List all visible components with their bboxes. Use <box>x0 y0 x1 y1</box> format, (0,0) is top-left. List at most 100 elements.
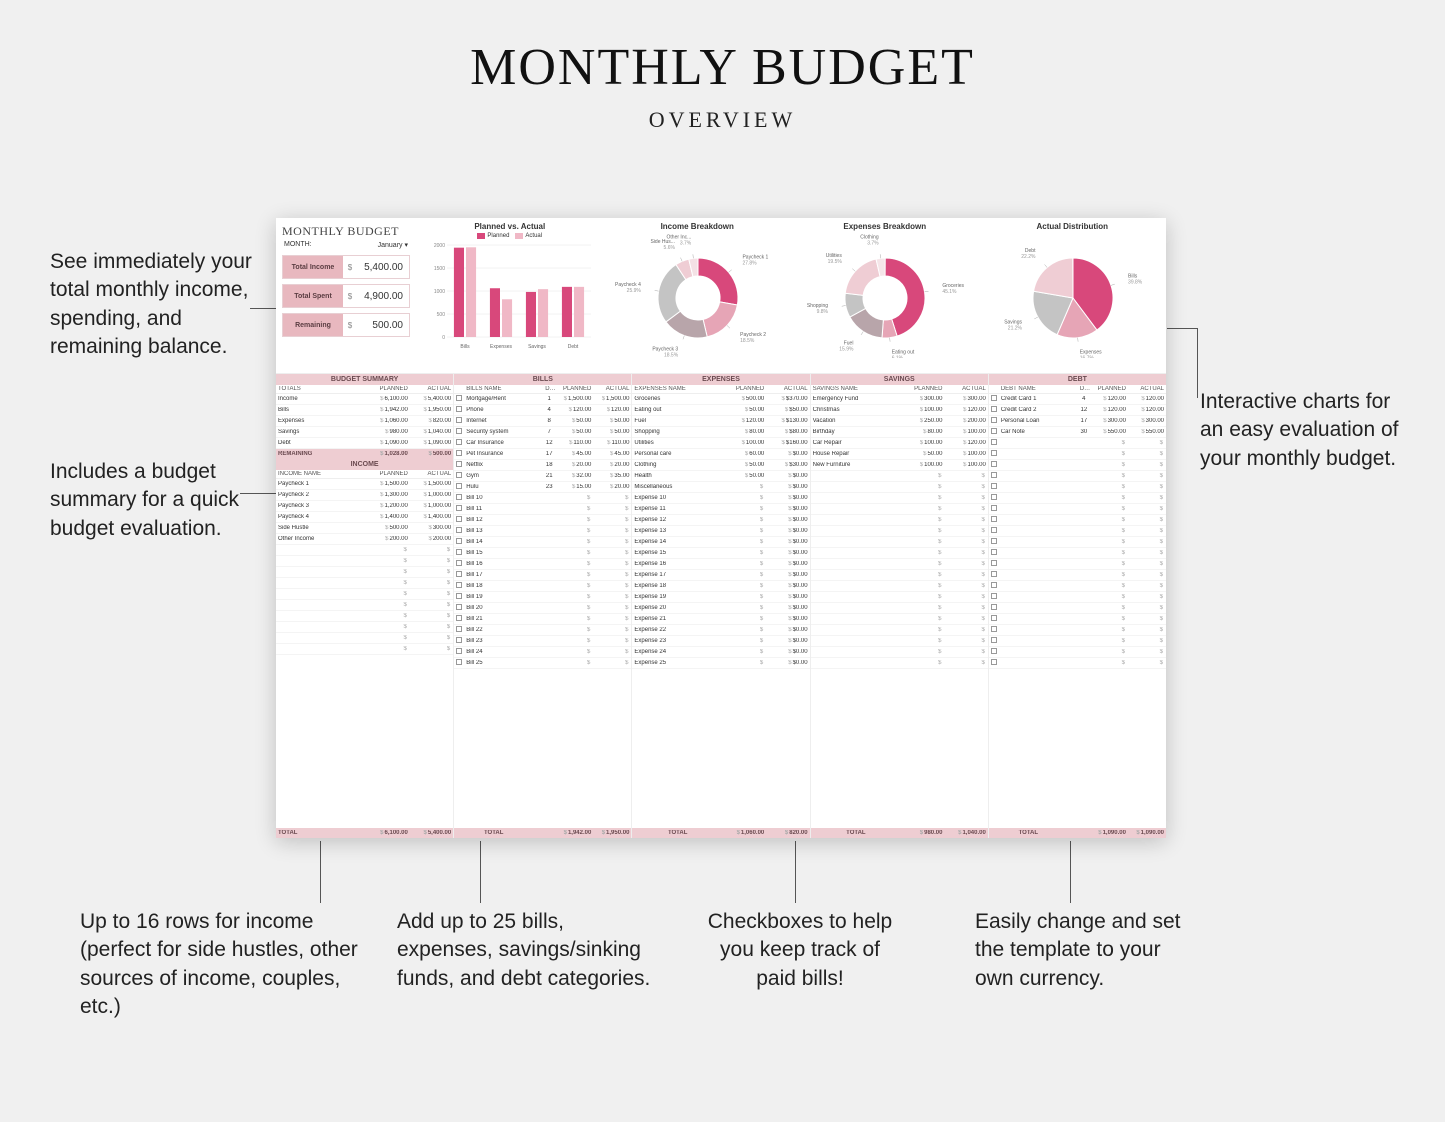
table-row[interactable]: $$ <box>989 581 1166 592</box>
paid-checkbox[interactable] <box>456 483 462 489</box>
table-row[interactable]: $$ <box>989 614 1166 625</box>
summary-row[interactable]: Income$6,100.00$5,400.00 <box>276 394 453 405</box>
paid-checkbox[interactable] <box>991 439 997 445</box>
table-row[interactable]: $$ <box>811 537 988 548</box>
paid-checkbox[interactable] <box>456 439 462 445</box>
table-row[interactable]: Groceries$500.00$$370.00 <box>632 394 809 405</box>
paid-checkbox[interactable] <box>456 417 462 423</box>
table-row[interactable]: Hulu23$15.00$20.00 <box>454 482 631 493</box>
month-dropdown[interactable]: January ▾ <box>378 241 408 249</box>
table-row[interactable]: $$ <box>989 438 1166 449</box>
table-row[interactable]: Miscellaneous$$$0.00 <box>632 482 809 493</box>
paid-checkbox[interactable] <box>456 538 462 544</box>
paid-checkbox[interactable] <box>991 516 997 522</box>
paid-checkbox[interactable] <box>991 395 997 401</box>
income-row[interactable]: Paycheck 3$1,200.00$1,000.00 <box>276 501 453 512</box>
table-row[interactable]: Expense 14$$$0.00 <box>632 537 809 548</box>
table-row[interactable]: Birthday$80.00$100.00 <box>811 427 988 438</box>
table-row[interactable]: Expense 17$$$0.00 <box>632 570 809 581</box>
paid-checkbox[interactable] <box>991 582 997 588</box>
table-row[interactable]: $$ <box>989 603 1166 614</box>
table-row[interactable]: Expense 19$$$0.00 <box>632 592 809 603</box>
chart-expenses-breakdown[interactable]: Expenses Breakdown Groceries45.1%Eating … <box>791 218 979 373</box>
table-row[interactable]: Bill 22$$ <box>454 625 631 636</box>
table-row[interactable]: Mortgage/Rent1$1,500.00$1,500.00 <box>454 394 631 405</box>
table-row[interactable]: Expense 10$$$0.00 <box>632 493 809 504</box>
paid-checkbox[interactable] <box>991 549 997 555</box>
income-row[interactable]: $$ <box>276 589 453 600</box>
table-row[interactable]: Bill 20$$ <box>454 603 631 614</box>
summary-row[interactable]: Expenses$1,060.00$820.00 <box>276 416 453 427</box>
table-row[interactable]: Expense 12$$$0.00 <box>632 515 809 526</box>
table-row[interactable]: Netflix18$20.00$20.00 <box>454 460 631 471</box>
table-row[interactable]: Expense 16$$$0.00 <box>632 559 809 570</box>
table-row[interactable]: Health$50.00$$0.00 <box>632 471 809 482</box>
table-row[interactable]: $$ <box>811 548 988 559</box>
summary-row[interactable]: Savings$980.00$1,040.00 <box>276 427 453 438</box>
paid-checkbox[interactable] <box>456 461 462 467</box>
paid-checkbox[interactable] <box>991 560 997 566</box>
income-row[interactable]: $$ <box>276 556 453 567</box>
table-row[interactable]: $$ <box>989 658 1166 669</box>
table-row[interactable]: Expense 21$$$0.00 <box>632 614 809 625</box>
table-row[interactable]: Car Note30$550.00$550.00 <box>989 427 1166 438</box>
table-row[interactable]: $$ <box>811 559 988 570</box>
paid-checkbox[interactable] <box>456 637 462 643</box>
table-row[interactable]: $$ <box>811 493 988 504</box>
paid-checkbox[interactable] <box>991 527 997 533</box>
paid-checkbox[interactable] <box>456 516 462 522</box>
table-row[interactable]: $$ <box>989 515 1166 526</box>
table-row[interactable]: $$ <box>989 559 1166 570</box>
paid-checkbox[interactable] <box>456 560 462 566</box>
paid-checkbox[interactable] <box>991 494 997 500</box>
paid-checkbox[interactable] <box>991 659 997 665</box>
table-row[interactable]: Car Insurance12$110.00$110.00 <box>454 438 631 449</box>
income-row[interactable]: $$ <box>276 622 453 633</box>
summary-row[interactable]: Debt$1,090.00$1,090.00 <box>276 438 453 449</box>
paid-checkbox[interactable] <box>991 593 997 599</box>
table-row[interactable]: Expense 22$$$0.00 <box>632 625 809 636</box>
income-row[interactable]: $$ <box>276 567 453 578</box>
paid-checkbox[interactable] <box>991 450 997 456</box>
table-row[interactable]: Internet8$50.00$50.00 <box>454 416 631 427</box>
paid-checkbox[interactable] <box>991 483 997 489</box>
table-row[interactable]: $$ <box>811 603 988 614</box>
paid-checkbox[interactable] <box>456 494 462 500</box>
table-row[interactable]: $$ <box>989 570 1166 581</box>
table-row[interactable]: $$ <box>811 636 988 647</box>
paid-checkbox[interactable] <box>991 417 997 423</box>
table-row[interactable]: Bill 24$$ <box>454 647 631 658</box>
table-row[interactable]: Expense 24$$$0.00 <box>632 647 809 658</box>
income-row[interactable]: $$ <box>276 644 453 655</box>
table-row[interactable]: $$ <box>989 493 1166 504</box>
chart-planned-vs-actual[interactable]: Planned vs. Actual PlannedActual 2000150… <box>416 218 604 373</box>
income-row[interactable]: $$ <box>276 633 453 644</box>
table-row[interactable]: $$ <box>989 482 1166 493</box>
table-row[interactable]: $$ <box>989 471 1166 482</box>
paid-checkbox[interactable] <box>456 395 462 401</box>
table-row[interactable]: Security system7$50.00$50.00 <box>454 427 631 438</box>
table-row[interactable]: $$ <box>811 504 988 515</box>
paid-checkbox[interactable] <box>991 571 997 577</box>
table-row[interactable]: Personal care$60.00$$0.00 <box>632 449 809 460</box>
table-row[interactable]: $$ <box>989 504 1166 515</box>
table-row[interactable]: Christmas$100.00$120.00 <box>811 405 988 416</box>
table-row[interactable]: Expense 18$$$0.00 <box>632 581 809 592</box>
chart-income-breakdown[interactable]: Income Breakdown Paycheck 127.8%Paycheck… <box>604 218 792 373</box>
paid-checkbox[interactable] <box>456 472 462 478</box>
table-row[interactable]: Bill 16$$ <box>454 559 631 570</box>
paid-checkbox[interactable] <box>456 593 462 599</box>
paid-checkbox[interactable] <box>991 406 997 412</box>
income-row[interactable]: Paycheck 1$1,500.00$1,500.00 <box>276 479 453 490</box>
income-row[interactable]: Paycheck 4$1,400.00$1,400.00 <box>276 512 453 523</box>
table-row[interactable]: House Repair$50.00$100.00 <box>811 449 988 460</box>
table-row[interactable]: $$ <box>989 625 1166 636</box>
table-row[interactable]: Bill 12$$ <box>454 515 631 526</box>
table-row[interactable]: Bill 18$$ <box>454 581 631 592</box>
income-row[interactable]: $$ <box>276 578 453 589</box>
table-row[interactable]: $$ <box>811 625 988 636</box>
table-row[interactable]: Bill 11$$ <box>454 504 631 515</box>
paid-checkbox[interactable] <box>456 648 462 654</box>
paid-checkbox[interactable] <box>456 505 462 511</box>
paid-checkbox[interactable] <box>456 527 462 533</box>
